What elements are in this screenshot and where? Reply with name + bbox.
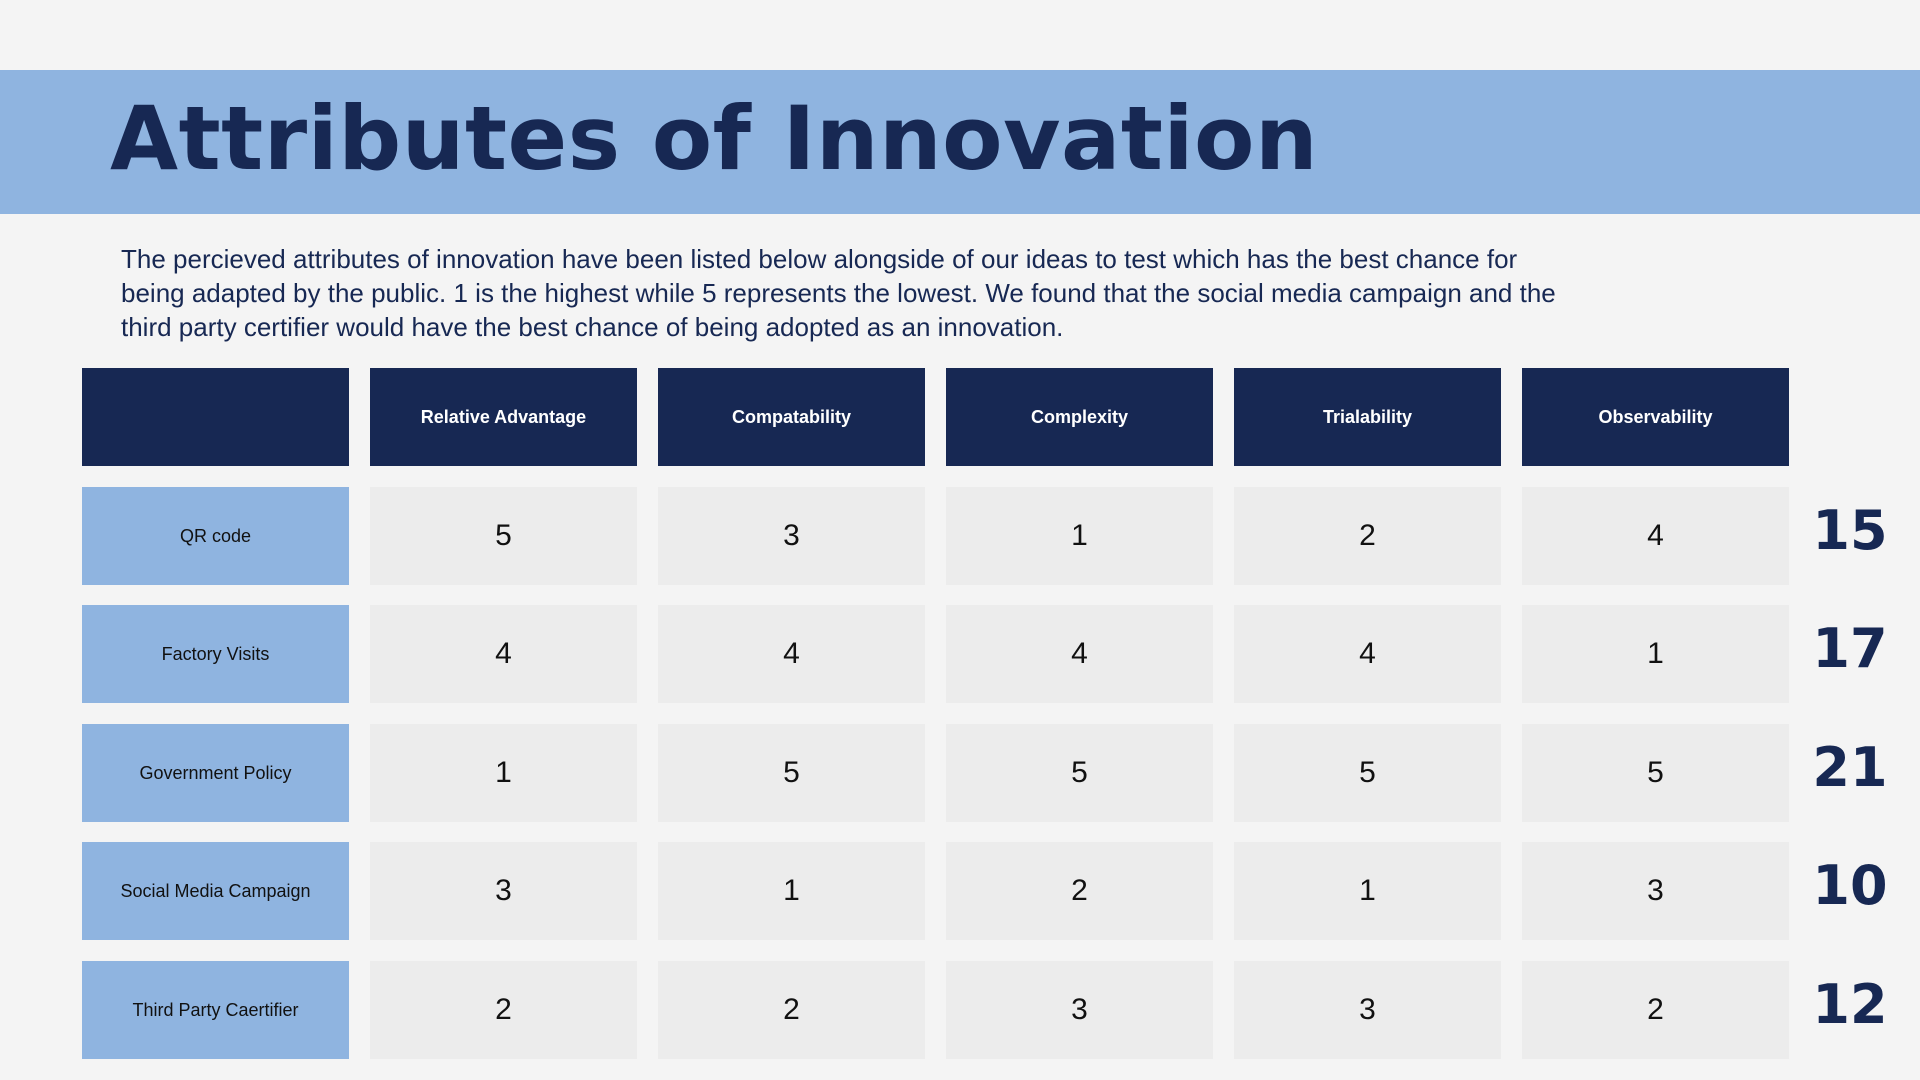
row-total-social-media-campaign: 10 bbox=[1812, 853, 1888, 917]
column-header-relative-advantage: Relative Advantage bbox=[370, 368, 637, 466]
table-cell: 4 bbox=[658, 605, 925, 703]
row-label-government-policy: Government Policy bbox=[82, 724, 349, 822]
table-cell: 5 bbox=[1234, 724, 1501, 822]
table-cell: 3 bbox=[370, 842, 637, 940]
row-total-qr-code: 15 bbox=[1812, 498, 1888, 562]
table-cell: 2 bbox=[370, 961, 637, 1059]
table-cell: 4 bbox=[1234, 605, 1501, 703]
row-total-factory-visits: 17 bbox=[1812, 616, 1888, 680]
table-cell: 3 bbox=[1522, 842, 1789, 940]
table-cell: 4 bbox=[1522, 487, 1789, 585]
table-cell: 2 bbox=[1234, 487, 1501, 585]
table-cell: 2 bbox=[946, 842, 1213, 940]
table-cell: 5 bbox=[658, 724, 925, 822]
table-cell: 2 bbox=[658, 961, 925, 1059]
row-label-qr-code: QR code bbox=[82, 487, 349, 585]
row-label-factory-visits: Factory Visits bbox=[82, 605, 349, 703]
column-header-observability: Observability bbox=[1522, 368, 1789, 466]
row-label-third-party-caertifier: Third Party Caertifier bbox=[82, 961, 349, 1059]
table-cell: 4 bbox=[370, 605, 637, 703]
table-cell: 3 bbox=[946, 961, 1213, 1059]
table-cell: 2 bbox=[1522, 961, 1789, 1059]
page-title: Attributes of Innovation bbox=[110, 87, 1319, 190]
table-cell: 4 bbox=[946, 605, 1213, 703]
table-cell: 1 bbox=[370, 724, 637, 822]
column-header-compatability: Compatability bbox=[658, 368, 925, 466]
table-cell: 3 bbox=[658, 487, 925, 585]
table-cell: 1 bbox=[1234, 842, 1501, 940]
table-corner-header bbox=[82, 368, 349, 466]
row-total-government-policy: 21 bbox=[1812, 735, 1888, 799]
table-cell: 3 bbox=[1234, 961, 1501, 1059]
table-cell: 1 bbox=[946, 487, 1213, 585]
column-header-complexity: Complexity bbox=[946, 368, 1213, 466]
column-header-trialability: Trialability bbox=[1234, 368, 1501, 466]
title-band bbox=[0, 70, 1920, 214]
table-cell: 5 bbox=[370, 487, 637, 585]
table-cell: 5 bbox=[946, 724, 1213, 822]
table-cell: 1 bbox=[658, 842, 925, 940]
table-cell: 5 bbox=[1522, 724, 1789, 822]
table-cell: 1 bbox=[1522, 605, 1789, 703]
intro-paragraph: The percieved attributes of innovation h… bbox=[121, 244, 1556, 342]
row-total-third-party-caertifier: 12 bbox=[1812, 972, 1888, 1036]
row-label-social-media-campaign: Social Media Campaign bbox=[82, 842, 349, 940]
